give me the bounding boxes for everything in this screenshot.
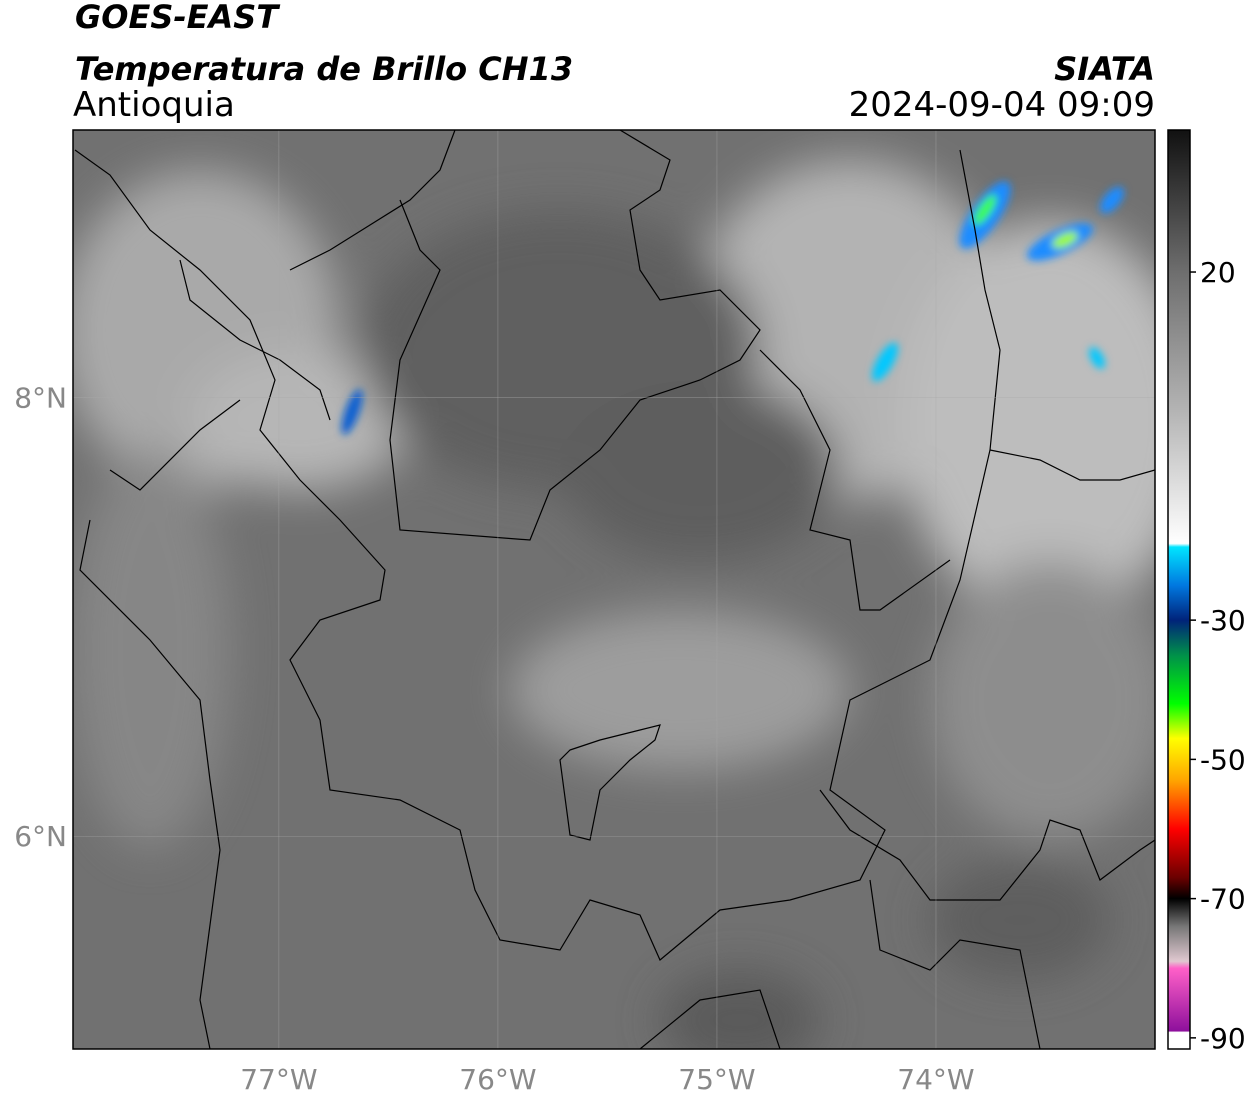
subtitle: Temperatura de Brillo CH13 — [75, 50, 573, 88]
colorbar-tick-label: -70 — [1200, 883, 1246, 916]
x-tick-label: 75°W — [678, 1063, 755, 1096]
y-tick-label: 8°N — [14, 382, 67, 415]
map-frame — [72, 129, 1156, 1050]
source: SIATA — [1054, 50, 1155, 88]
x-tick-label: 76°W — [459, 1063, 536, 1096]
colorbar-tick-label: 20 — [1200, 256, 1236, 289]
colorbar-tick-label: -30 — [1200, 604, 1246, 637]
colorbar — [1167, 129, 1191, 1050]
datetime: 2024-09-04 09:09 — [849, 85, 1155, 125]
y-tick-label: 6°N — [14, 820, 67, 853]
colorbar-tick-label: -90 — [1200, 1022, 1246, 1055]
colorbar-tick-label: -50 — [1200, 743, 1246, 776]
title: GOES-EAST — [75, 0, 280, 36]
region: Antioquia — [73, 85, 235, 125]
x-tick-label: 77°W — [240, 1063, 317, 1096]
x-tick-label: 74°W — [897, 1063, 974, 1096]
satellite-image — [73, 130, 1155, 1049]
